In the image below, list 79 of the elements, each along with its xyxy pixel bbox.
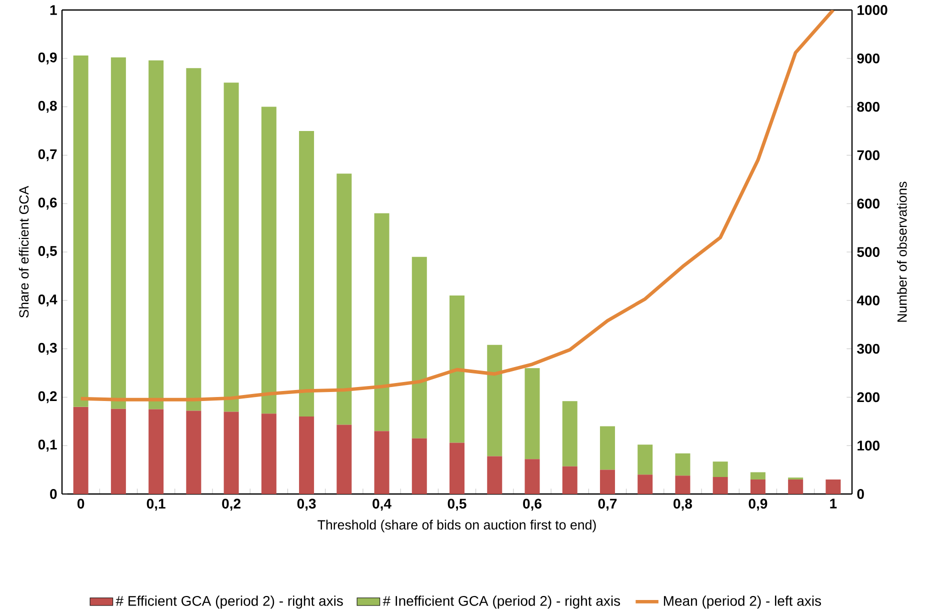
bar (73, 56, 88, 407)
legend-label: Mean (period 2) - left axis (664, 596, 822, 609)
bar (336, 424, 352, 494)
bar (110, 57, 126, 409)
bar (600, 426, 615, 470)
y2-tick-label: 600 (857, 198, 880, 209)
x-tick-label: 0,3 (297, 498, 316, 511)
x-tick-label: 0,9 (748, 498, 768, 511)
x-tick-label: 0 (77, 498, 84, 509)
y2-tick-label: 900 (857, 53, 880, 64)
bar (487, 344, 502, 456)
bar (524, 368, 540, 460)
x-tick-label: 0,5 (448, 498, 466, 511)
bar (750, 479, 766, 494)
y2-tick-label: 0 (857, 489, 864, 499)
y2-tick-label: 400 (856, 295, 880, 306)
bar (110, 408, 126, 494)
legend-label: # Efficient GCA (period 2) - right axis (116, 596, 343, 609)
x-tick-label: 0,8 (674, 498, 692, 511)
bar (524, 459, 540, 494)
x-tick-label: 0,4 (372, 498, 392, 511)
bar (675, 453, 690, 476)
bar (600, 470, 615, 494)
bar (750, 472, 766, 480)
y2-tick-label: 500 (857, 247, 880, 257)
bar (261, 414, 276, 494)
bar (261, 106, 276, 414)
y-tick-label: 0 (50, 489, 57, 499)
y2-tick-label: 1000 (858, 5, 888, 15)
x-tick-label: 0,1 (146, 498, 166, 511)
y-tick-label: 1 (50, 5, 57, 15)
bar (412, 256, 427, 438)
y2-tick-label: 800 (857, 102, 880, 112)
bar (336, 174, 352, 425)
y-tick-label: 0,4 (38, 294, 58, 306)
bar (186, 410, 202, 494)
bar (675, 476, 690, 494)
y2-tick-label: 100 (858, 440, 880, 451)
y2-tick-label: 200 (857, 392, 880, 402)
x-axis-title: Threshold (share of bids on auction first to end) (318, 520, 596, 532)
bar (412, 438, 427, 494)
bar (148, 409, 164, 494)
bar (148, 60, 164, 410)
bar (562, 466, 578, 494)
bar (450, 296, 465, 443)
x-tick-label: 0,2 (222, 498, 240, 511)
y-axis-title: Share of efficient GCA (18, 186, 29, 318)
x-tick-label: 0,6 (523, 498, 542, 511)
bar (712, 462, 728, 478)
bar (712, 477, 728, 494)
y2-tick-label: 700 (857, 150, 880, 160)
bar (374, 213, 390, 432)
bar (450, 442, 465, 494)
y-tick-label: 0,8 (38, 100, 57, 113)
bar (638, 444, 653, 475)
bar (788, 479, 804, 494)
x-tick-label: 1 (830, 498, 837, 508)
bar (299, 416, 314, 494)
y-tick-label: 0,6 (38, 198, 57, 210)
bar (638, 474, 653, 494)
y-tick-label: 0,3 (38, 342, 57, 355)
bar (224, 412, 239, 494)
bar (826, 479, 841, 494)
bar (562, 401, 578, 466)
y-tick-label: 0,7 (38, 149, 57, 162)
bar (73, 406, 88, 494)
y-tick-label: 0,9 (38, 52, 57, 64)
y-tick-label: 0,5 (38, 246, 57, 258)
bar (299, 131, 314, 417)
y-tick-label: 0,2 (38, 391, 57, 404)
bar (487, 456, 502, 494)
bar (224, 82, 239, 412)
y2-tick-label: 300 (857, 344, 880, 354)
legend-label: # Inefficient GCA (period 2) - right axis (382, 596, 620, 609)
bar (374, 431, 390, 494)
bar (186, 68, 202, 411)
y2-axis-title: Number of observations (897, 182, 907, 322)
x-tick-label: 0,7 (598, 498, 617, 511)
y-tick-label: 0,1 (38, 440, 57, 452)
